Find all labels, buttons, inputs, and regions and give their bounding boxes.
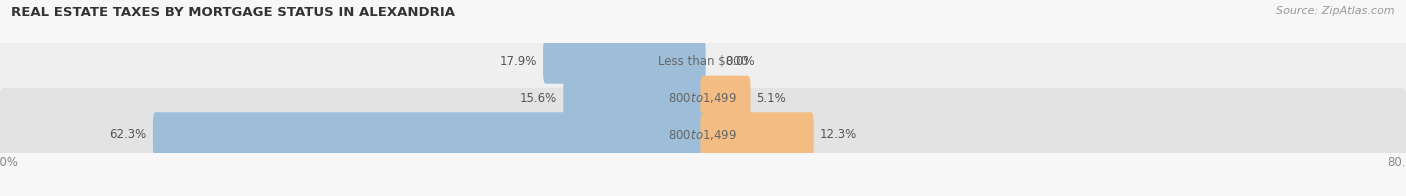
FancyBboxPatch shape bbox=[0, 15, 1406, 108]
FancyBboxPatch shape bbox=[0, 51, 1406, 145]
FancyBboxPatch shape bbox=[0, 88, 1406, 181]
Text: 62.3%: 62.3% bbox=[110, 128, 146, 141]
Text: 17.9%: 17.9% bbox=[499, 55, 537, 68]
Text: Less than $800: Less than $800 bbox=[658, 55, 748, 68]
Text: $800 to $1,499: $800 to $1,499 bbox=[668, 128, 738, 142]
Text: REAL ESTATE TAXES BY MORTGAGE STATUS IN ALEXANDRIA: REAL ESTATE TAXES BY MORTGAGE STATUS IN … bbox=[11, 6, 456, 19]
FancyBboxPatch shape bbox=[700, 112, 814, 157]
Text: 5.1%: 5.1% bbox=[756, 92, 786, 104]
Text: $800 to $1,499: $800 to $1,499 bbox=[668, 91, 738, 105]
Text: 12.3%: 12.3% bbox=[820, 128, 858, 141]
FancyBboxPatch shape bbox=[153, 112, 706, 157]
Text: Source: ZipAtlas.com: Source: ZipAtlas.com bbox=[1277, 6, 1395, 16]
Text: 15.6%: 15.6% bbox=[520, 92, 557, 104]
FancyBboxPatch shape bbox=[700, 76, 751, 120]
FancyBboxPatch shape bbox=[543, 39, 706, 84]
FancyBboxPatch shape bbox=[564, 76, 706, 120]
Text: 0.0%: 0.0% bbox=[725, 55, 755, 68]
